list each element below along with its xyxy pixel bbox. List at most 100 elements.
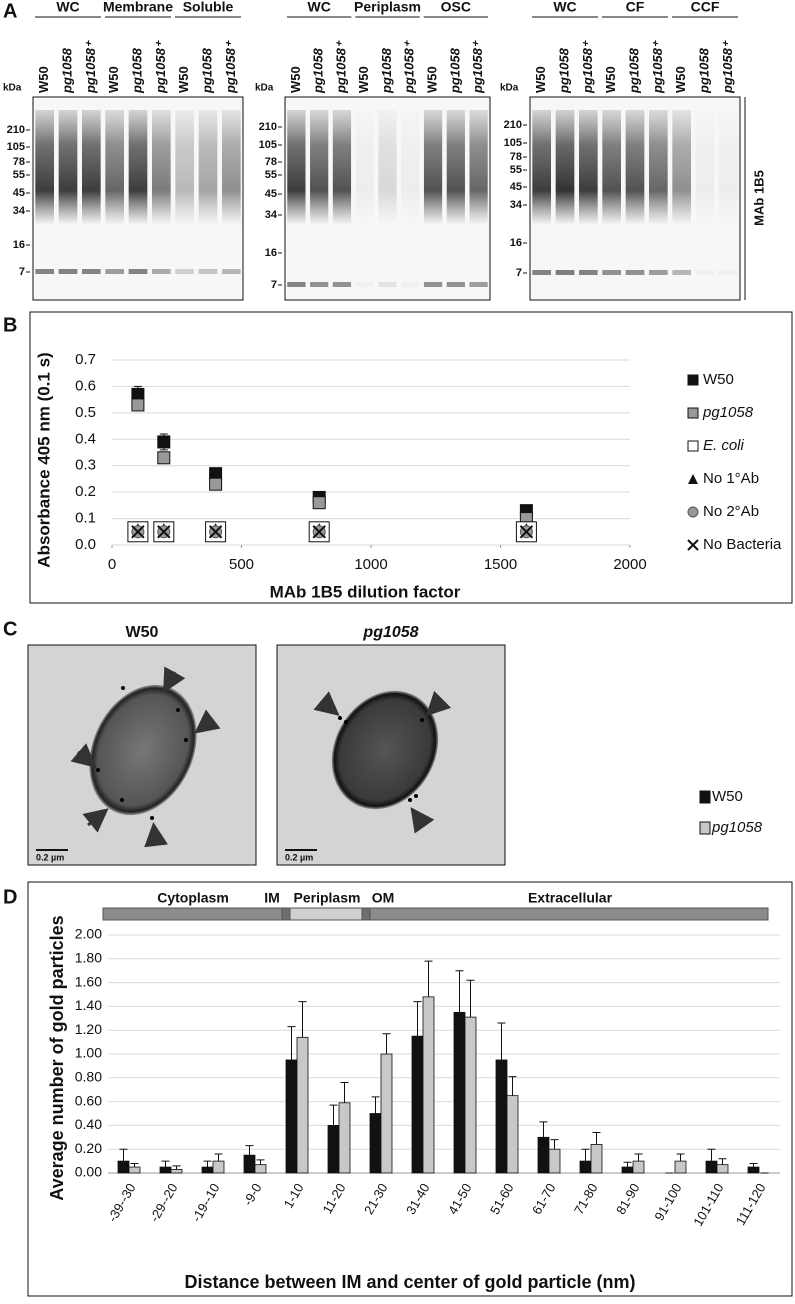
y-tick-label: 0.00: [75, 1164, 102, 1180]
error-bar: [382, 1033, 391, 1054]
error-bar: [329, 1104, 338, 1126]
lane-smear: [695, 110, 715, 225]
lane-smear: [198, 110, 218, 225]
marker-label: 105: [7, 141, 25, 153]
lane-label: W50: [288, 66, 303, 93]
lane-band: [602, 270, 621, 275]
bar: [537, 1136, 550, 1174]
lane-label: W50: [106, 66, 121, 93]
lane-band: [58, 269, 78, 274]
cell: [89, 684, 197, 816]
micrograph: [27, 644, 506, 866]
scale-label: 0.2 µm: [36, 852, 64, 862]
legend-label: No 1°Ab: [703, 470, 759, 487]
marker-label: 7: [516, 267, 522, 279]
error-bar: [256, 1159, 265, 1165]
error-bar: [161, 1160, 170, 1168]
lane-smear: [128, 110, 148, 225]
lane-band: [332, 282, 352, 287]
x-tick-label: 61-70: [529, 1181, 559, 1217]
group-label: Soluble: [183, 0, 234, 15]
lane-label: pg1058: [447, 47, 462, 94]
lane-smear: [332, 110, 352, 225]
error-bar: [466, 979, 475, 1018]
lane-label: pg1058⁺: [333, 39, 348, 94]
lane-band: [82, 269, 101, 274]
panel-label: A: [3, 0, 17, 22]
marker-label: 210: [259, 121, 277, 133]
lane-label: W50: [176, 66, 191, 93]
error-bar: [130, 1162, 139, 1168]
legend-swatch: [699, 790, 711, 804]
region-label: OM: [372, 890, 395, 906]
error-bar: [413, 1001, 422, 1037]
bar: [464, 1016, 477, 1174]
arrows: [313, 690, 452, 834]
lane-smear: [446, 110, 465, 225]
lane-smear: [401, 110, 420, 225]
legend-label: pg1058: [711, 819, 763, 836]
lane-label: W50: [36, 66, 51, 93]
lane-band: [128, 269, 148, 274]
legend-swatch: [687, 506, 699, 518]
marker-label: 105: [504, 137, 522, 149]
lane-label: pg1058: [696, 47, 711, 94]
marker-label: 16: [13, 239, 25, 251]
arrows: [70, 666, 221, 848]
lane-label: W50: [603, 66, 618, 93]
group-label: OSC: [441, 0, 471, 15]
error-bar: [539, 1121, 548, 1138]
y-tick-label: 1.80: [75, 950, 102, 966]
error-bar: [214, 1153, 223, 1162]
point: [157, 435, 171, 449]
lane-band: [152, 269, 171, 274]
panel-label: D: [3, 886, 17, 908]
error-bar: [455, 970, 464, 1013]
lane-label: pg1058⁺: [223, 39, 238, 94]
lane-band: [198, 269, 218, 274]
lane-label: pg1058: [199, 47, 214, 94]
bar: [674, 1160, 687, 1174]
legend-swatch: [687, 539, 699, 551]
marker-label: 34: [510, 199, 523, 211]
x-tick-label: 111-120: [733, 1181, 769, 1228]
lane-label: pg1058⁺: [153, 39, 168, 94]
x-tick-label: 2000: [613, 556, 646, 573]
bar: [705, 1160, 718, 1174]
x-tick-label: 41-50: [445, 1181, 475, 1217]
lane-label: W50: [356, 66, 371, 93]
lane-smear: [287, 110, 306, 225]
bar: [159, 1166, 172, 1174]
lane-band: [105, 269, 124, 274]
lane-label: pg1058: [129, 47, 144, 94]
marker-label: 16: [265, 247, 277, 259]
region-label: Periplasm: [294, 890, 361, 906]
point: [208, 525, 223, 539]
bar: [453, 1011, 466, 1174]
lane-smear: [649, 110, 668, 225]
bar: [579, 1160, 592, 1174]
legend-swatch: [699, 821, 711, 835]
x-tick-label: 1000: [354, 556, 387, 573]
error-bar: [623, 1161, 632, 1168]
point: [157, 451, 171, 465]
y-tick-label: 0.40: [75, 1116, 102, 1132]
y-tick-label: 0.1: [75, 510, 96, 527]
error-bar: [634, 1153, 643, 1162]
y-axis-label: Absorbance 405 nm (0.1 s): [34, 352, 53, 567]
bar: [747, 1166, 760, 1174]
lane-label: W50: [533, 66, 548, 93]
lane-label: W50: [673, 66, 688, 93]
error-bar: [119, 1148, 128, 1162]
x-tick-label: 1500: [484, 556, 517, 573]
error-bar: [172, 1165, 181, 1170]
error-bar: [749, 1162, 758, 1168]
panel-frame: [29, 311, 793, 604]
image-title: pg1058: [362, 624, 418, 641]
panel-label: C: [3, 618, 17, 640]
group-label: WC: [308, 0, 331, 15]
marker-label: 45: [13, 187, 25, 199]
legend-label: No 2°Ab: [703, 503, 759, 520]
gold-particles: [96, 686, 188, 820]
x-tick-label: 71-80: [571, 1181, 601, 1217]
